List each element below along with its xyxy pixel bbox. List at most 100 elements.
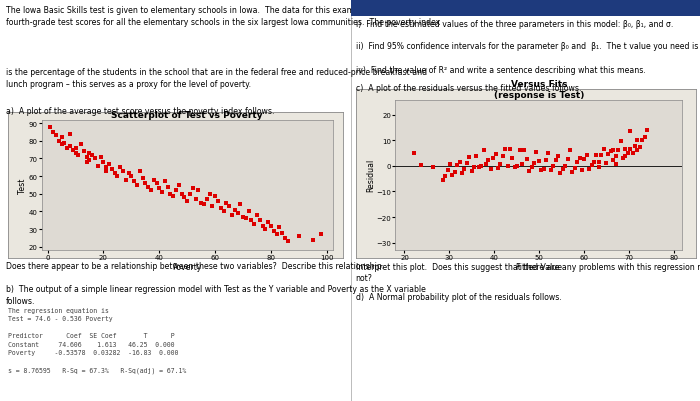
Text: The regression equation is
Test = 74.6 - 0.536 Poverty

Predictor      Coef  SE : The regression equation is Test = 74.6 -… [8, 307, 187, 373]
Point [64, 144, 76, 150]
Point [579, 156, 590, 162]
Point [524, 168, 535, 174]
Point [232, 211, 243, 217]
Point [104, 161, 115, 168]
Point [248, 221, 260, 227]
Point [151, 180, 162, 187]
Point [454, 159, 465, 165]
Point [84, 158, 95, 164]
Point [622, 150, 634, 156]
Point [193, 188, 204, 194]
Point [268, 228, 279, 235]
Point [162, 184, 174, 190]
Point [212, 198, 223, 205]
Point [257, 223, 268, 229]
Point [480, 161, 491, 168]
Point [594, 159, 605, 166]
Point [449, 169, 461, 175]
Point [452, 163, 463, 169]
Point [627, 150, 638, 157]
Point [109, 170, 120, 176]
Point [584, 166, 595, 173]
Text: b)  The output of a simple linear regression model with Test as the Y variable a: b) The output of a simple linear regress… [6, 285, 426, 306]
Point [564, 148, 575, 154]
Point [195, 200, 206, 206]
Point [184, 191, 195, 197]
Point [81, 159, 92, 166]
Point [574, 156, 585, 162]
Point [485, 166, 496, 173]
Point [468, 164, 480, 171]
Point [572, 160, 583, 166]
Point [48, 130, 59, 136]
Text: d)  A Normal probability plot of the residuals follows.: d) A Normal probability plot of the resi… [356, 293, 561, 302]
Point [620, 146, 631, 152]
Point [456, 170, 468, 177]
Point [533, 158, 545, 164]
Y-axis label: Test: Test [18, 178, 27, 193]
Point [81, 154, 92, 160]
Point [473, 165, 484, 171]
Point [631, 138, 643, 144]
Point [603, 152, 614, 158]
Point [123, 170, 134, 176]
Point [56, 135, 67, 141]
Text: c)  A plot of the residuals versus the fitted values follows.: c) A plot of the residuals versus the fi… [356, 84, 581, 93]
Point [215, 205, 226, 212]
Point [531, 149, 542, 156]
Point [416, 162, 427, 169]
Point [624, 128, 636, 135]
Point [316, 231, 327, 238]
Point [101, 168, 112, 174]
Point [226, 212, 237, 219]
Point [475, 164, 486, 170]
Point [536, 167, 547, 174]
Point [129, 179, 140, 185]
Point [528, 160, 540, 167]
Point [112, 174, 123, 180]
Point [560, 163, 571, 169]
Point [547, 164, 559, 170]
Point [87, 152, 98, 159]
Point [271, 231, 282, 238]
Point [126, 174, 137, 180]
Point [240, 216, 251, 222]
Point [70, 145, 81, 152]
Point [73, 152, 84, 159]
Point [254, 217, 265, 224]
Point [500, 147, 511, 153]
Point [154, 186, 165, 192]
Point [483, 158, 494, 164]
Point [78, 149, 90, 155]
Point [629, 144, 641, 150]
Point [53, 138, 64, 145]
Text: The Iowa Basic Skills test is given to elementary schools in Iowa.  The data for: The Iowa Basic Skills test is given to e… [6, 6, 440, 27]
Point [488, 155, 499, 162]
Point [243, 209, 254, 215]
Text: iv)  Find the value of R² and write a sentence describing what this means.: iv) Find the value of R² and write a sen… [356, 66, 645, 75]
Point [615, 138, 626, 145]
Point [447, 173, 458, 179]
Point [64, 131, 76, 138]
Point [497, 153, 508, 159]
Point [84, 150, 95, 157]
Point [165, 191, 176, 197]
Point [274, 225, 285, 231]
Point [492, 166, 503, 172]
Point [601, 161, 612, 167]
Point [557, 167, 568, 173]
Point [610, 153, 622, 160]
Point [620, 154, 631, 160]
Point [589, 159, 600, 165]
Point [606, 148, 617, 154]
Point [67, 147, 78, 154]
Point [610, 161, 622, 168]
Point [545, 168, 557, 174]
Point [540, 157, 552, 164]
Point [634, 144, 645, 150]
Point [190, 196, 201, 203]
Point [641, 128, 652, 134]
Point [223, 203, 235, 210]
Point [505, 147, 516, 153]
Point [92, 163, 104, 169]
